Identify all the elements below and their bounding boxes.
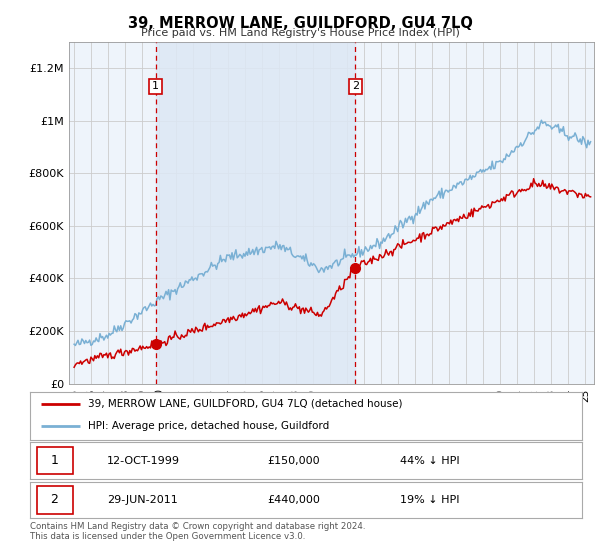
Text: 12-OCT-1999: 12-OCT-1999	[107, 456, 180, 465]
Text: 2: 2	[352, 81, 359, 91]
Text: 39, MERROW LANE, GUILDFORD, GU4 7LQ: 39, MERROW LANE, GUILDFORD, GU4 7LQ	[128, 16, 472, 31]
Text: 44% ↓ HPI: 44% ↓ HPI	[400, 456, 460, 465]
Text: Price paid vs. HM Land Registry's House Price Index (HPI): Price paid vs. HM Land Registry's House …	[140, 28, 460, 38]
Text: 19% ↓ HPI: 19% ↓ HPI	[400, 495, 460, 505]
Bar	[155, 42, 355, 384]
Text: 1: 1	[50, 454, 58, 467]
Text: 1: 1	[152, 81, 159, 91]
Text: 39, MERROW LANE, GUILDFORD, GU4 7LQ (detached house): 39, MERROW LANE, GUILDFORD, GU4 7LQ (det…	[88, 399, 403, 409]
Text: 29-JUN-2011: 29-JUN-2011	[107, 495, 178, 505]
Text: £440,000: £440,000	[268, 495, 320, 505]
Text: 2: 2	[50, 493, 58, 506]
Text: Contains HM Land Registry data © Crown copyright and database right 2024.
This d: Contains HM Land Registry data © Crown c…	[30, 522, 365, 542]
Text: HPI: Average price, detached house, Guildford: HPI: Average price, detached house, Guil…	[88, 421, 329, 431]
Text: £150,000: £150,000	[268, 456, 320, 465]
FancyBboxPatch shape	[37, 447, 73, 474]
FancyBboxPatch shape	[37, 486, 73, 514]
